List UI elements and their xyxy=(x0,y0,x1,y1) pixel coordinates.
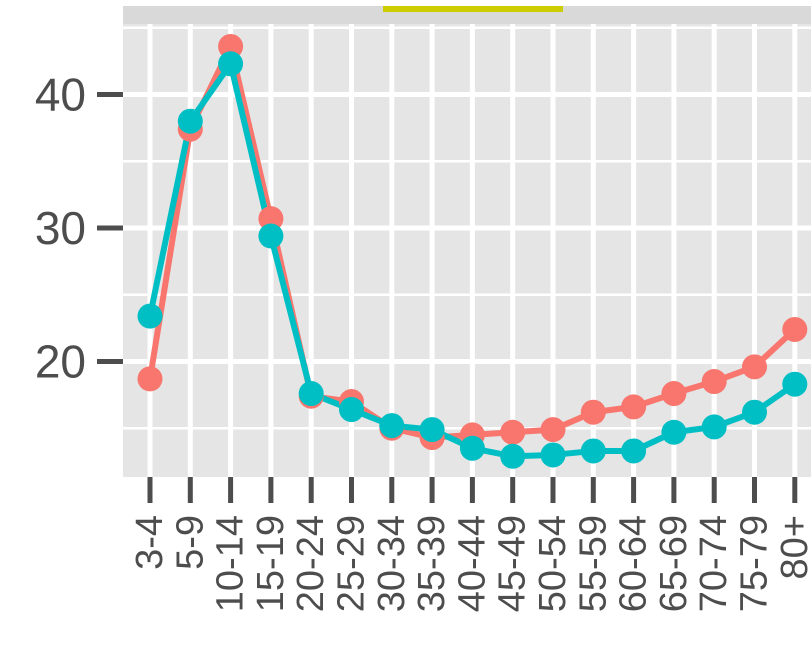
series-2-point xyxy=(661,419,687,445)
x-tick-label: 65-69 xyxy=(653,515,695,612)
x-tick-label: 20-24 xyxy=(290,515,332,612)
facet-strip-accent xyxy=(383,6,563,12)
series-1-point xyxy=(500,419,526,445)
series-2-point xyxy=(621,438,647,464)
series-2-point xyxy=(339,397,364,423)
series-2-point xyxy=(379,413,405,439)
x-tick-label: 55-59 xyxy=(572,515,614,612)
y-axis: 20 30 40 xyxy=(35,69,123,388)
series-2-point xyxy=(258,223,284,249)
x-tick-label: 70-74 xyxy=(693,515,735,612)
series-2-point xyxy=(177,108,203,134)
series-2-point xyxy=(540,442,566,468)
x-tick-label: 10-14 xyxy=(210,515,252,612)
plot-panel xyxy=(123,24,811,477)
series-2-point xyxy=(459,435,485,461)
x-tick-label: 50-54 xyxy=(532,515,574,612)
series-2-point xyxy=(701,414,727,440)
x-tick-label: 25-29 xyxy=(331,515,373,612)
series-layer xyxy=(137,33,808,469)
series-1-point xyxy=(701,369,727,395)
x-tick-label: 45-49 xyxy=(492,515,534,612)
x-tick-label: 80+ xyxy=(774,515,811,579)
x-tick-label: 40-44 xyxy=(451,515,493,612)
x-tick-label: 30-34 xyxy=(371,515,413,612)
x-tick-label: 35-39 xyxy=(411,515,453,612)
series-1-point xyxy=(258,206,284,232)
series-2-point xyxy=(298,381,324,407)
x-tick-label: 15-19 xyxy=(250,515,292,612)
series-1-point xyxy=(621,394,647,420)
y-tick-label: 20 xyxy=(35,336,86,388)
x-axis: 3-45-910-1415-1920-2425-2930-3435-3940-4… xyxy=(129,477,811,612)
x-tick-label: 5-9 xyxy=(169,515,211,570)
facet-strip xyxy=(123,6,811,24)
x-tick-label: 60-64 xyxy=(613,515,655,612)
y-tick-label: 30 xyxy=(35,202,86,254)
series-1-point xyxy=(742,354,767,380)
series-2-point xyxy=(782,371,808,397)
series-2-point xyxy=(580,438,606,464)
series-2-point xyxy=(137,303,163,329)
series-1-point xyxy=(540,417,566,443)
series-2-point xyxy=(419,417,445,443)
series-1-point xyxy=(218,33,244,59)
series-2-point xyxy=(742,399,767,425)
series-2-point xyxy=(500,443,526,469)
x-tick-label: 3-4 xyxy=(129,515,171,570)
series-1-point xyxy=(661,381,687,407)
series-2-point xyxy=(218,51,244,77)
y-tick-label: 40 xyxy=(35,69,86,121)
series-1-point xyxy=(782,316,808,342)
x-tick-label: 75-79 xyxy=(734,515,776,612)
series-1-point xyxy=(580,399,606,425)
series-1-point xyxy=(137,366,163,392)
